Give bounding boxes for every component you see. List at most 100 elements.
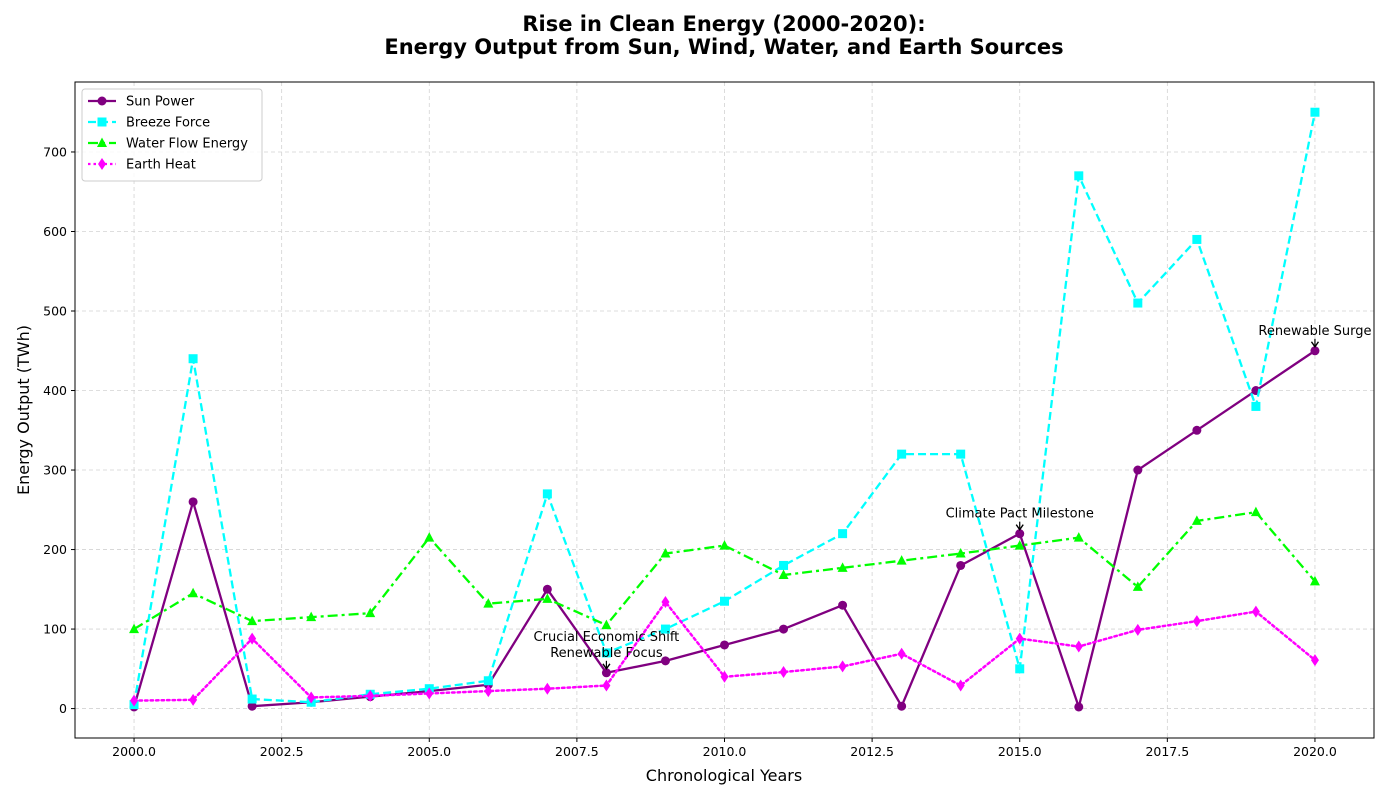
data-point-earth-heat xyxy=(366,689,375,702)
data-point-water-flow-energy xyxy=(896,555,907,565)
data-point-earth-heat xyxy=(838,660,847,673)
data-point-earth-heat xyxy=(307,691,316,704)
legend-label-earth-heat: Earth Heat xyxy=(126,158,196,173)
chart-subtitle: Energy Output from Sun, Wind, Water, and… xyxy=(384,35,1063,59)
y-tick-label: 600 xyxy=(43,224,67,239)
series-water-flow-energy xyxy=(129,506,1320,634)
x-tick-label: 2005.0 xyxy=(407,744,451,759)
series-line-water-flow-energy xyxy=(133,511,1316,631)
annotation-arrowhead xyxy=(1310,341,1320,348)
x-tick-label: 2020.0 xyxy=(1293,744,1337,759)
x-tick-label: 2017.5 xyxy=(1145,744,1189,759)
data-point-sun-power xyxy=(601,668,611,678)
data-point-breeze-force xyxy=(779,560,789,570)
data-point-breeze-force xyxy=(1133,298,1143,308)
data-point-breeze-force xyxy=(483,676,493,686)
data-point-water-flow-energy xyxy=(1073,532,1084,542)
data-point-water-flow-energy xyxy=(483,598,494,608)
data-point-breeze-force xyxy=(247,694,257,704)
y-tick-label: 300 xyxy=(43,463,67,478)
y-tick-label: 200 xyxy=(43,542,67,557)
data-point-water-flow-energy xyxy=(1014,540,1025,550)
data-point-breeze-force xyxy=(838,529,848,539)
data-point-earth-heat xyxy=(1133,623,1142,636)
data-point-breeze-force xyxy=(1192,234,1202,244)
x-tick-label: 2015.0 xyxy=(998,744,1042,759)
data-point-water-flow-energy xyxy=(129,623,140,634)
data-point-sun-power xyxy=(1192,425,1202,435)
x-tick-label: 2012.5 xyxy=(850,744,894,759)
data-point-earth-heat xyxy=(779,666,788,679)
annotation-text: Climate Pact Milestone xyxy=(946,507,1094,522)
data-point-water-flow-energy xyxy=(365,607,376,618)
y-tick-label: 100 xyxy=(43,622,67,637)
data-point-water-flow-energy xyxy=(1250,506,1261,517)
data-point-water-flow-energy xyxy=(837,562,848,572)
x-tick-label: 2007.5 xyxy=(555,744,599,759)
y-tick-label: 700 xyxy=(43,144,67,159)
annotation-text: Renewable Focus xyxy=(550,646,663,661)
legend-item-breeze-force: Breeze Force xyxy=(88,116,210,131)
data-point-water-flow-energy xyxy=(778,569,789,579)
data-point-sun-power xyxy=(542,584,552,594)
data-point-earth-heat xyxy=(897,647,906,660)
data-point-breeze-force xyxy=(542,489,552,499)
data-point-water-flow-energy xyxy=(1132,581,1143,591)
data-point-water-flow-energy xyxy=(1309,575,1320,586)
annotation-text: Crucial Economic Shift xyxy=(534,630,680,645)
annotation: Renewable Surge xyxy=(1258,324,1372,348)
data-point-sun-power xyxy=(1074,702,1084,712)
chart-title: Rise in Clean Energy (2000-2020): xyxy=(522,12,925,36)
annotation-text: Renewable Surge xyxy=(1258,324,1371,339)
data-point-water-flow-energy xyxy=(1191,515,1202,525)
y-tick-label: 0 xyxy=(59,701,67,716)
data-point-breeze-force xyxy=(1310,107,1320,117)
data-point-earth-heat xyxy=(189,693,198,706)
data-point-earth-heat xyxy=(956,679,965,692)
annotation-arrowhead xyxy=(1015,524,1024,531)
data-point-water-flow-energy xyxy=(660,548,671,558)
data-point-breeze-force xyxy=(660,624,670,634)
data-point-earth-heat xyxy=(130,694,139,707)
data-point-earth-heat xyxy=(720,670,729,683)
data-point-earth-heat xyxy=(1310,654,1319,667)
data-point-earth-heat xyxy=(248,632,257,645)
data-point-water-flow-energy xyxy=(306,611,317,622)
x-axis-label: Chronological Years xyxy=(646,766,802,785)
data-point-earth-heat xyxy=(1192,615,1201,628)
data-point-water-flow-energy xyxy=(601,619,612,630)
x-axis-ticks: 2000.0 2002.5 2005.0 2007.5 2010.0 2012.5 2015… xyxy=(112,738,1337,759)
data-point-water-flow-energy xyxy=(424,532,435,542)
data-point-earth-heat xyxy=(543,682,552,695)
data-point-breeze-force xyxy=(188,354,198,364)
legend-marker-sun-power xyxy=(97,96,107,106)
data-point-sun-power xyxy=(1015,529,1025,539)
data-point-sun-power xyxy=(1133,465,1143,475)
data-point-earth-heat xyxy=(425,687,434,700)
data-point-breeze-force xyxy=(601,648,611,658)
annotation-arrowhead xyxy=(602,663,611,671)
legend-item-earth-heat: Earth Heat xyxy=(88,158,196,173)
data-point-breeze-force xyxy=(1074,171,1084,181)
legend-marker-water-flow-energy xyxy=(97,137,107,147)
data-point-sun-power xyxy=(956,560,966,570)
legend-label-water-flow-energy: Water Flow Energy xyxy=(126,137,248,152)
data-point-water-flow-energy xyxy=(955,548,966,558)
data-point-earth-heat xyxy=(1251,605,1260,618)
data-point-earth-heat xyxy=(1015,632,1024,645)
legend-label-breeze-force: Breeze Force xyxy=(126,116,210,131)
y-axis-ticks: 0 100 200 300 400 500 600 700 xyxy=(43,144,75,716)
legend-marker-earth-heat xyxy=(98,158,106,170)
data-point-water-flow-energy xyxy=(247,615,258,626)
data-point-water-flow-energy xyxy=(719,540,730,550)
legend-marker-breeze-force xyxy=(97,117,107,127)
legend-item-sun-power: Sun Power xyxy=(88,95,195,110)
y-tick-label: 500 xyxy=(43,304,67,319)
data-point-breeze-force xyxy=(1015,664,1025,674)
data-point-sun-power xyxy=(188,497,198,507)
series-layer xyxy=(129,107,1320,712)
data-point-earth-heat xyxy=(484,685,493,698)
data-point-water-flow-energy xyxy=(188,587,199,598)
